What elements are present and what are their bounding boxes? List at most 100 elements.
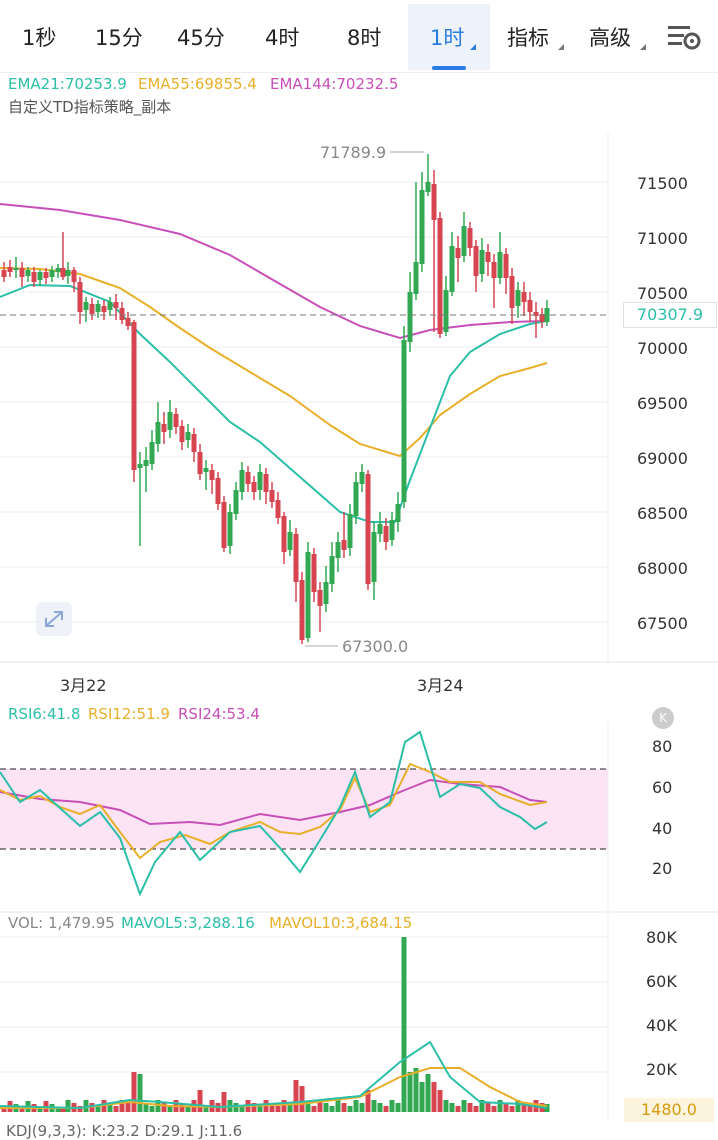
candle-body [281,516,287,552]
candle-body [533,312,539,316]
volume-bar [473,1106,479,1112]
candle-body [431,184,437,220]
tab-advanced[interactable]: 高级 [589,26,631,50]
chart-settings-icon[interactable] [666,22,702,52]
candle-body [509,276,515,308]
candle-body [371,532,377,582]
tab-1h[interactable]: 1时 [430,26,465,50]
tab-45m[interactable]: 45分 [177,26,225,50]
volume-bar [155,1100,161,1112]
volume-bar [65,1100,71,1112]
price-tick-70000: 70000 [637,339,688,358]
candle-body [239,470,245,492]
volume-bar [203,1106,209,1112]
advanced-caret-icon [640,44,646,50]
candle-body [473,246,479,276]
volume-bar [317,1100,323,1112]
vol-tick-20k: 20K [646,1060,677,1079]
tab-15m[interactable]: 15分 [95,26,143,50]
high-price-marker: 71789.9 [320,143,387,162]
rsi12-line [0,762,548,860]
volume-bar [419,1082,425,1112]
indicators-caret-icon [558,44,564,50]
candle-body [311,554,317,592]
volume-bar [491,1106,497,1112]
volume-bar [251,1103,257,1112]
candle-body [185,432,191,440]
candle-body [7,267,13,272]
candlesticks [1,154,550,644]
candle-body [1,270,7,277]
volume-bar [119,1100,125,1112]
candle-body [485,252,491,262]
volume-bar [347,1106,353,1112]
ema55-label: EMA55:69855.4 [138,75,257,93]
candle-body [539,314,545,322]
rsi-tick-20: 20 [652,859,673,878]
candle-body [125,318,131,326]
volume-bar [503,1103,509,1112]
tab-4h[interactable]: 4时 [265,26,300,50]
candle-body [65,270,71,276]
candle-body [503,254,509,278]
volume-bar [19,1107,25,1112]
rsi6-label: RSI6:41.8 [8,705,81,723]
candle-body [173,414,179,427]
volume-bar [311,1106,317,1112]
candle-body [497,252,503,278]
price-tick-67500: 67500 [637,614,688,633]
tab-indicators[interactable]: 指标 [507,26,549,50]
volume-bar [323,1103,329,1112]
candle-body [137,464,143,468]
candle-body [425,182,431,192]
candle-body [269,490,275,502]
volume-bar [95,1106,101,1112]
timeframe-bar: 1秒 15分 45分 4时 8时 1时 指标 高级 [0,0,718,73]
rsi12-label: RSI12:51.9 [88,705,170,723]
candle-body [191,434,197,452]
candle-body [233,490,239,514]
active-tab-indicator [432,66,466,70]
candle-body [419,190,425,264]
candle-body [329,556,335,584]
ema144-line [0,203,546,340]
rsi-band [0,769,608,849]
rsi-collapse-icon[interactable]: K [652,707,674,729]
candle-body [107,302,113,310]
candle-body [149,442,155,464]
volume-bar [161,1103,167,1112]
candle-body [437,218,443,334]
volume-bar [335,1100,341,1112]
volume-bar [221,1092,227,1112]
candle-body [101,306,107,312]
candle-body [389,520,395,540]
volume-bar [461,1100,467,1112]
chart-area[interactable]: EMA21:70253.9 EMA55:69855.4 EMA144:70232… [0,72,718,1140]
ema21-line [0,283,548,523]
ema144-label: EMA144:70232.5 [270,75,399,93]
tab-8h[interactable]: 8时 [347,26,382,50]
volume-bar [233,1103,239,1112]
volume-bar [509,1106,515,1112]
volume-bar [449,1103,455,1112]
candle-body [161,424,167,432]
volume-bar [197,1090,203,1112]
chart-canvas [0,132,718,1120]
tab-1s[interactable]: 1秒 [22,26,57,50]
candle-body [335,542,341,558]
candle-body [544,308,550,322]
mavol10-label: MAVOL10:3,684.15 [269,914,413,932]
volume-bar [431,1082,437,1112]
volume-bar [305,1103,311,1112]
candle-body [37,272,43,280]
candle-body [49,270,55,277]
volume-bar [467,1103,473,1112]
candle-body [55,268,61,272]
volume-bar [275,1106,281,1112]
price-tick-71000: 71000 [637,229,688,248]
volume-bar [167,1106,173,1112]
candle-body [347,514,353,548]
vol-tick-60k: 60K [646,972,677,991]
candle-body [449,246,455,292]
expand-icon[interactable] [36,602,72,636]
